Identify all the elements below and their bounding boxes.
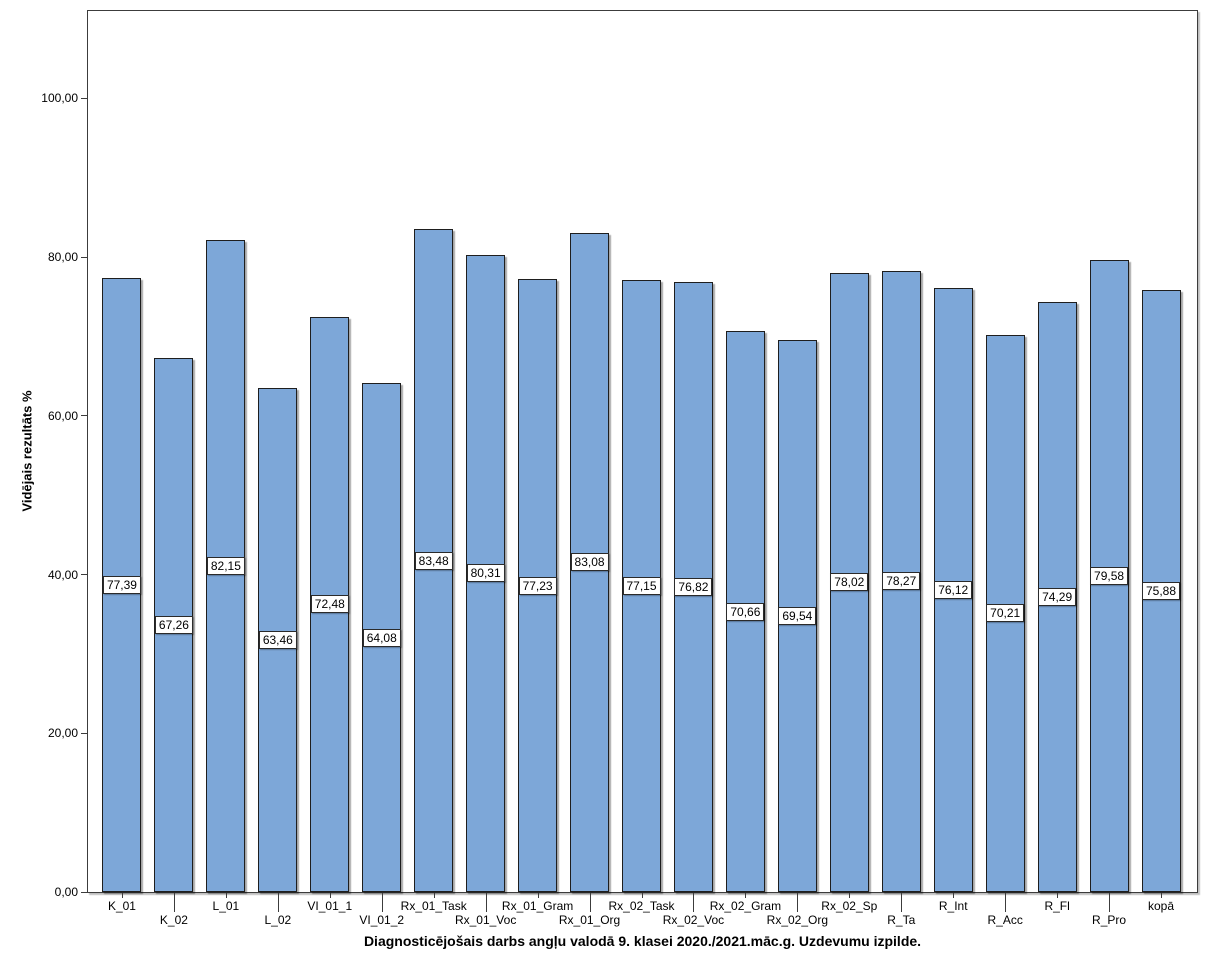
- y-tick-label: 80,00: [47, 250, 78, 265]
- bar-value-label: 78,27: [882, 572, 921, 591]
- bar-value-label: 76,82: [674, 578, 713, 597]
- x-tick-label-VI_01_2: VI_01_2: [359, 913, 405, 927]
- x-tick-mark: [953, 893, 955, 898]
- bar-value-label: 76,12: [934, 580, 973, 599]
- bar-value-label: 72,48: [310, 595, 349, 614]
- x-tick-mark: [225, 893, 227, 898]
- x-tick-mark: [277, 893, 279, 912]
- bar-value-label: 70,21: [986, 604, 1025, 623]
- x-tick-label-Rx_02_Sp: Rx_02_Sp: [821, 899, 878, 913]
- x-tick-mark: [693, 893, 695, 912]
- bar-value-label: 77,23: [518, 576, 557, 595]
- chart-title: Diagnosticējošais darbs angļu valodā 9. …: [363, 933, 922, 949]
- y-tick-label: 20,00: [47, 726, 78, 741]
- x-tick-label-kopā: kopā: [1148, 899, 1175, 913]
- y-tick-mark: [81, 732, 87, 734]
- x-tick-label-R_Ta: R_Ta: [887, 913, 916, 927]
- x-tick-mark: [537, 893, 539, 898]
- x-tick-label-Rx_01_Voc: Rx_01_Voc: [454, 913, 517, 927]
- y-tick-label: 60,00: [47, 408, 78, 423]
- x-tick-mark: [901, 893, 903, 912]
- x-tick-label-Rx_02_Voc: Rx_02_Voc: [662, 913, 725, 927]
- x-tick-mark: [381, 893, 383, 912]
- x-tick-mark: [173, 893, 175, 912]
- x-tick-label-Rx_02_Task: Rx_02_Task: [608, 899, 675, 913]
- bar-value-label: 63,46: [258, 631, 297, 650]
- x-tick-label-R_Int: R_Int: [938, 899, 968, 913]
- x-tick-label-Rx_01_Org: Rx_01_Org: [558, 913, 621, 927]
- y-tick-mark: [81, 97, 87, 99]
- x-tick-label-R_Pro: R_Pro: [1092, 913, 1127, 927]
- x-tick-mark: [1057, 893, 1059, 898]
- y-tick-label: 40,00: [47, 567, 78, 582]
- bar-value-label: 77,39: [102, 575, 141, 594]
- x-tick-mark: [849, 893, 851, 898]
- x-tick-label-Rx_01_Task: Rx_01_Task: [400, 899, 467, 913]
- bar-value-label: 80,31: [466, 564, 505, 583]
- x-tick-mark: [433, 893, 435, 898]
- x-tick-mark: [745, 893, 747, 898]
- bar-value-label: 74,29: [1038, 588, 1077, 607]
- x-tick-label-K_02: K_02: [159, 913, 188, 927]
- x-tick-label-VI_01_1: VI_01_1: [307, 899, 353, 913]
- bar-value-label: 82,15: [206, 556, 245, 575]
- bar-value-label: 70,66: [726, 602, 765, 621]
- x-tick-label-Rx_02_Gram: Rx_02_Gram: [709, 899, 782, 913]
- x-tick-label-Rx_01_Gram: Rx_01_Gram: [501, 899, 574, 913]
- x-tick-label-R_Acc: R_Acc: [987, 913, 1023, 927]
- x-tick-label-L_02: L_02: [264, 913, 292, 927]
- y-tick-label: 0,00: [54, 885, 78, 899]
- bar-value-label: 64,08: [362, 628, 401, 647]
- bar-value-label: 67,26: [154, 616, 193, 635]
- y-tick-mark: [81, 574, 87, 576]
- y-tick-label: 100,00: [41, 91, 78, 106]
- y-tick-mark: [81, 891, 87, 893]
- x-tick-mark: [121, 893, 123, 898]
- x-tick-mark: [1161, 893, 1163, 898]
- x-tick-mark: [797, 893, 799, 912]
- y-tick-mark: [81, 415, 87, 417]
- x-tick-mark: [589, 893, 591, 912]
- x-tick-mark: [329, 893, 331, 898]
- x-tick-label-R_Fl: R_Fl: [1044, 899, 1070, 913]
- x-tick-mark: [1005, 893, 1007, 912]
- x-tick-label-Rx_02_Org: Rx_02_Org: [766, 913, 829, 927]
- bar-value-label: 78,02: [830, 573, 869, 592]
- x-tick-label-L_01: L_01: [212, 899, 240, 913]
- x-tick-mark: [641, 893, 643, 898]
- x-tick-label-K_01: K_01: [107, 899, 136, 913]
- x-tick-mark: [485, 893, 487, 912]
- bar-value-label: 83,48: [414, 551, 453, 570]
- y-tick-mark: [81, 256, 87, 258]
- bar-value-label: 75,88: [1142, 581, 1181, 600]
- bar-value-label: 69,54: [778, 607, 817, 626]
- bar-value-label: 83,08: [570, 553, 609, 572]
- bar-value-label: 79,58: [1090, 567, 1129, 586]
- x-tick-mark: [1109, 893, 1111, 912]
- bar-value-label: 77,15: [622, 576, 661, 595]
